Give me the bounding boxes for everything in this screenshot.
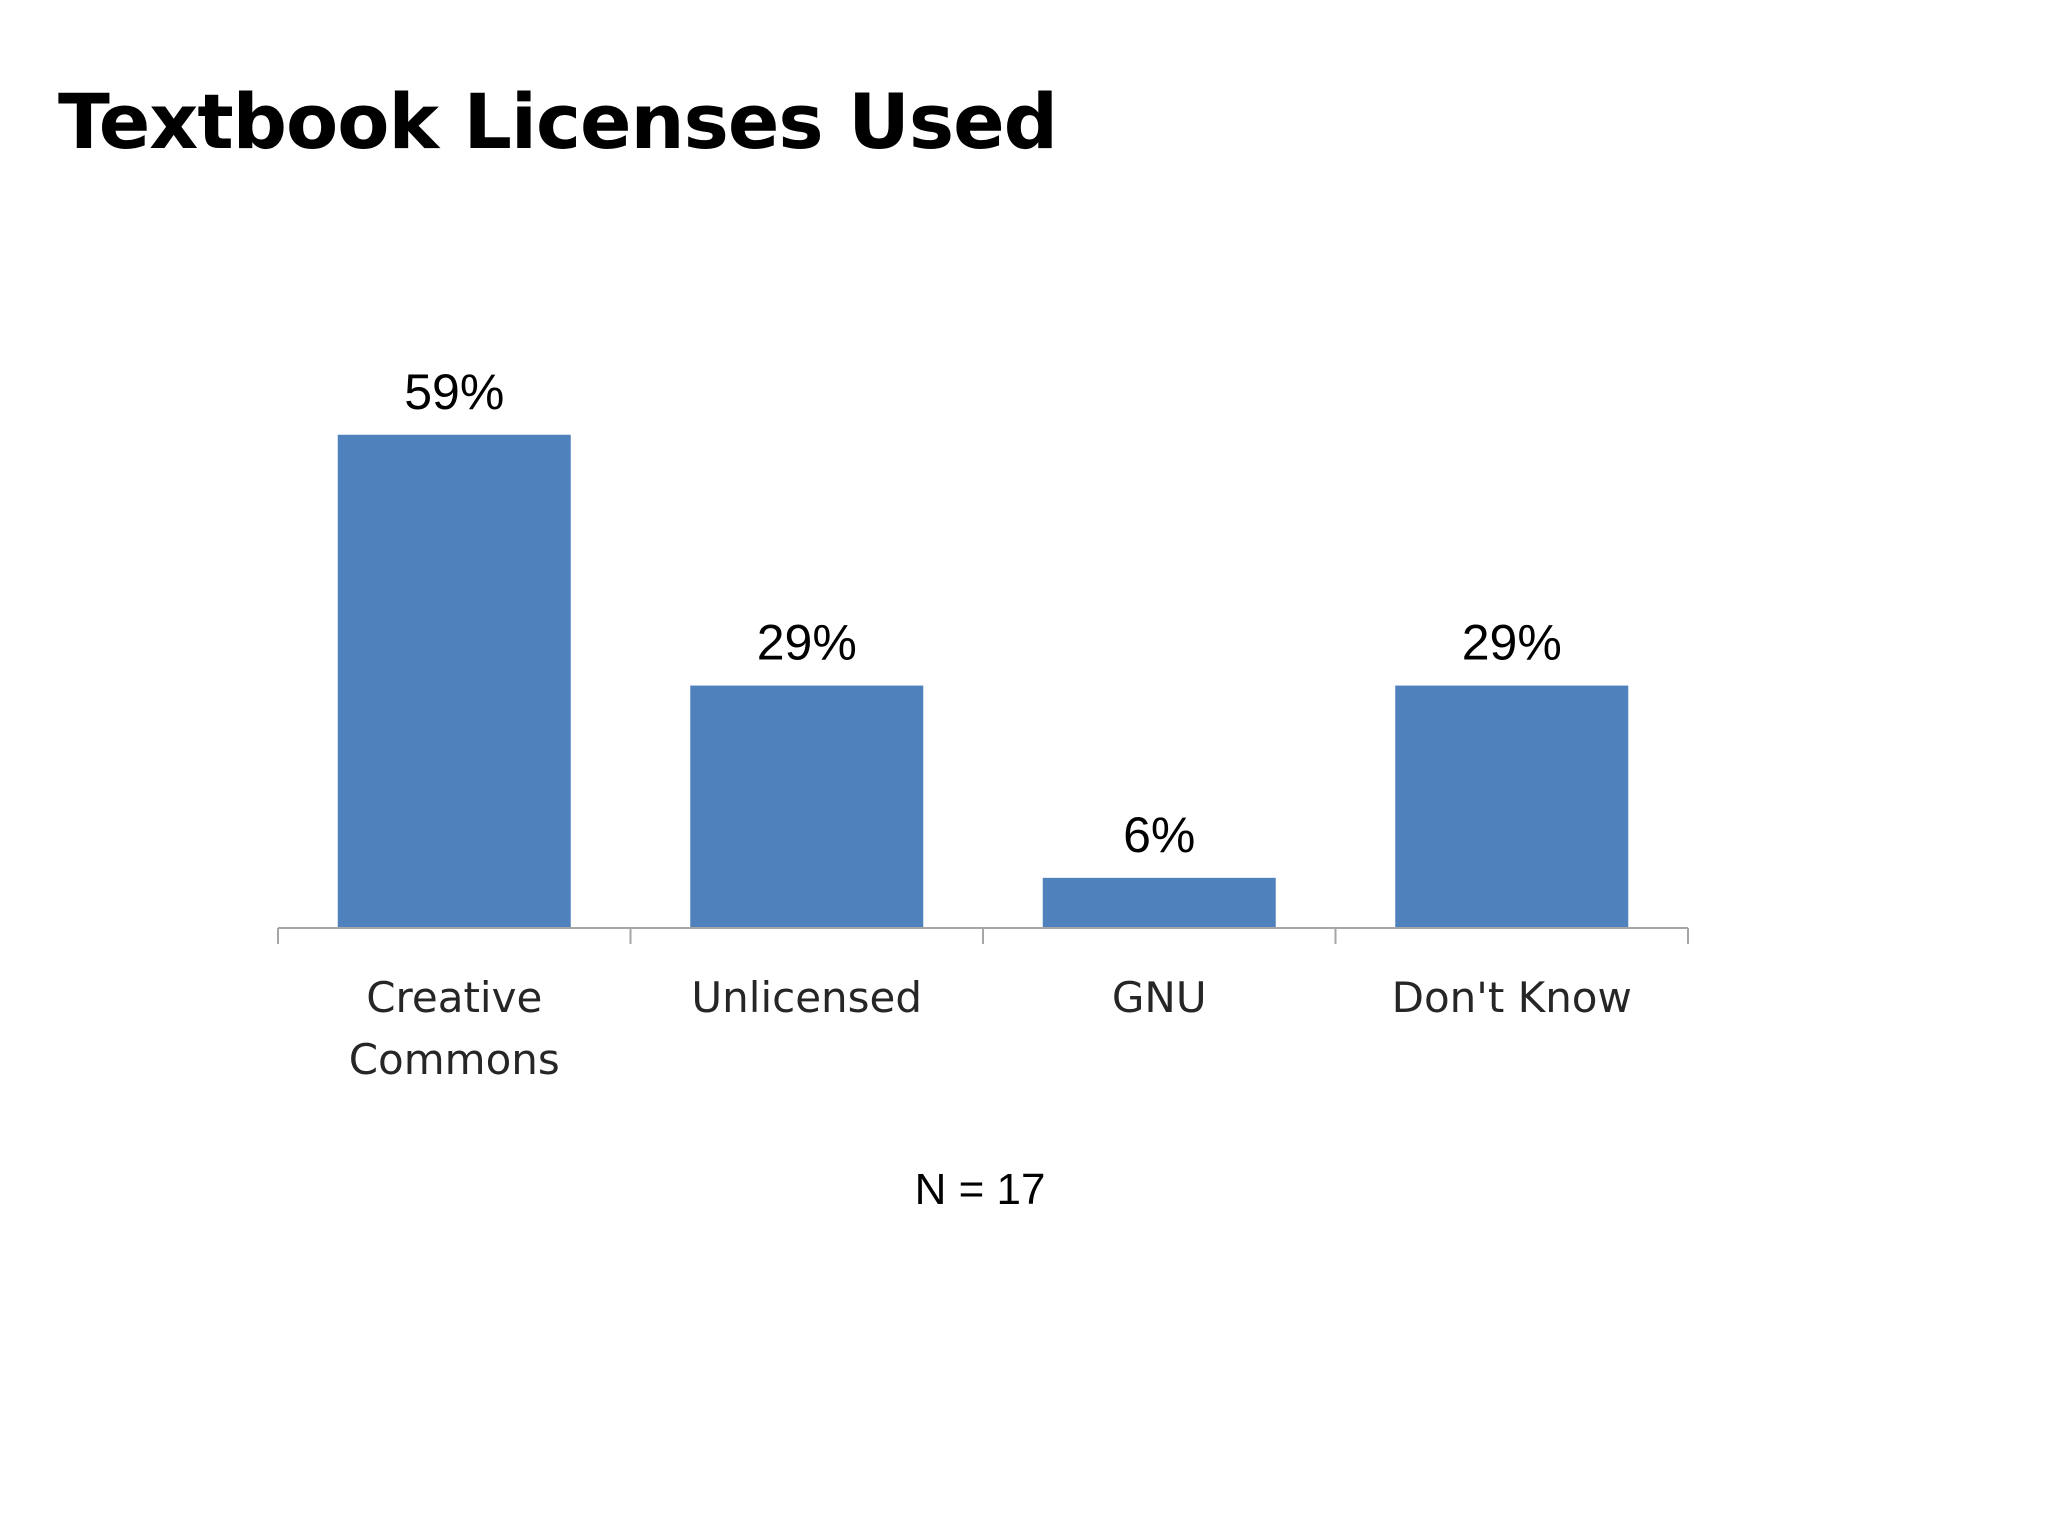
bar-1: [690, 685, 924, 928]
data-label-0: 59%: [404, 364, 504, 420]
data-label-1: 29%: [757, 615, 857, 671]
data-label-2: 6%: [1123, 807, 1195, 863]
sample-size-note: N = 17: [914, 1165, 1046, 1214]
slide-title: Textbook Licenses Used: [58, 77, 1058, 166]
data-label-3: 29%: [1462, 615, 1562, 671]
bar-2: [1042, 877, 1276, 928]
category-label-3: Don't Know: [1392, 973, 1632, 1022]
category-label-0-line-1: Commons: [349, 1035, 560, 1084]
category-label-0-line-0: Creative: [366, 973, 542, 1022]
bar-3: [1395, 685, 1629, 928]
category-label-1: Unlicensed: [691, 973, 922, 1022]
category-label-2: GNU: [1112, 973, 1207, 1022]
bar-0: [337, 434, 571, 928]
